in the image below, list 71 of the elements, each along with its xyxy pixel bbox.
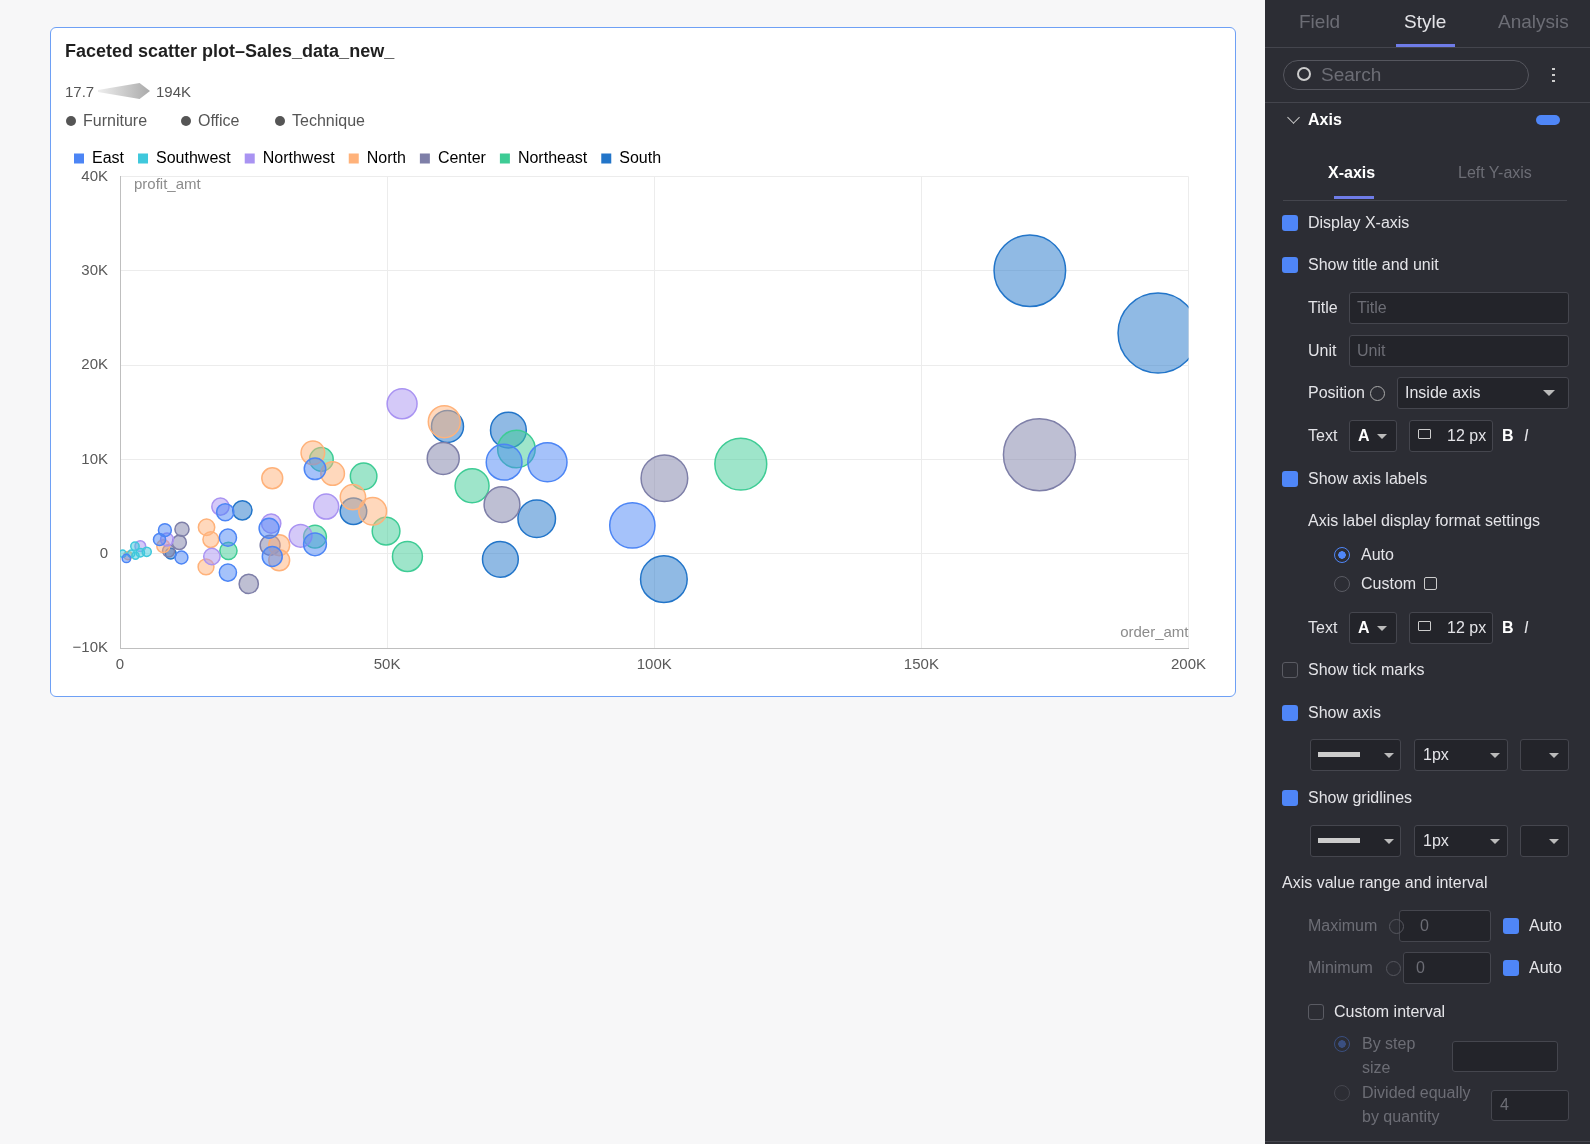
text: 0 [1416, 959, 1425, 977]
text: Display X-axis [1308, 214, 1410, 232]
text: Auto [1529, 917, 1562, 935]
text: 17.7 [65, 82, 95, 100]
y-tick-label: 40K [81, 166, 108, 184]
text: Unit [1357, 342, 1386, 360]
text: Technique [292, 112, 365, 130]
text: Style [1404, 11, 1447, 33]
text: Auto [1361, 546, 1394, 564]
text: Divided equally by quantity [1362, 1083, 1472, 1127]
text: I [1524, 427, 1529, 445]
text: By step size [1362, 1034, 1417, 1078]
text: Custom interval [1334, 1003, 1446, 1021]
text: Text [1308, 619, 1338, 637]
y-tick-label: 10K [81, 449, 108, 467]
text: Title [1357, 299, 1387, 317]
text: Maximum [1308, 917, 1378, 935]
text: 1px [1423, 832, 1449, 850]
text: Axis [1308, 111, 1342, 129]
text: X-axis [1328, 164, 1376, 182]
text: Show axis [1308, 704, 1381, 722]
legend-label: Center [437, 148, 487, 166]
text: A [1358, 619, 1370, 637]
text: Auto [1529, 959, 1562, 977]
x-tick-label: 100K [636, 655, 672, 673]
legend-label: Northwest [262, 148, 336, 166]
text: Analysis [1498, 11, 1569, 33]
text: Axis label display format settings [1308, 512, 1541, 530]
text: Custom [1361, 575, 1417, 593]
text: A [1358, 427, 1370, 445]
text: 4 [1500, 1096, 1509, 1114]
y-tick-label: −10K [72, 638, 108, 656]
text: Minimum [1308, 959, 1373, 977]
text: Inside axis [1405, 384, 1481, 402]
x-tick-label: 50K [373, 655, 401, 673]
text: Show title and unit [1308, 256, 1439, 274]
text: Title [1308, 299, 1338, 317]
y-tick-label: 0 [99, 543, 108, 561]
text: Axis value range and interval [1282, 874, 1488, 892]
x-tick-label: 0 [115, 655, 125, 673]
legend-label: North [366, 148, 406, 166]
x-tick-label: 150K [903, 655, 939, 673]
text: Left Y-axis [1458, 164, 1532, 182]
text: B [1502, 619, 1514, 637]
legend-label: Southwest [156, 148, 232, 166]
text: B [1502, 427, 1514, 445]
text: Unit [1308, 342, 1337, 360]
text: Text [1308, 427, 1338, 445]
y-axis-title: profit_amt [134, 175, 202, 193]
legend-label: East [92, 148, 125, 166]
chart-title: Faceted scatter plot–Sales_data_new_ [65, 40, 395, 62]
text: I [1524, 619, 1529, 637]
y-tick-label: 20K [81, 355, 108, 373]
text: Show axis labels [1308, 470, 1428, 488]
text: Show tick marks [1308, 661, 1425, 679]
x-axis-title: order_amt [1120, 622, 1190, 640]
legend-label: South [619, 148, 662, 166]
text: 194K [156, 82, 192, 100]
text: Show gridlines [1308, 789, 1413, 807]
y-tick-label: 30K [81, 260, 108, 278]
text: Field [1299, 11, 1341, 33]
text: 1px [1423, 746, 1449, 764]
text: Furniture [83, 112, 148, 130]
x-tick-label: 200K [1170, 655, 1207, 673]
text: 12 px [1447, 619, 1487, 637]
legend-label: Northeast [517, 148, 588, 166]
text: Search [1321, 64, 1382, 86]
text: 12 px [1447, 427, 1487, 445]
text: 0 [1420, 917, 1429, 935]
text: Office [198, 112, 240, 130]
text: Position [1308, 384, 1365, 402]
